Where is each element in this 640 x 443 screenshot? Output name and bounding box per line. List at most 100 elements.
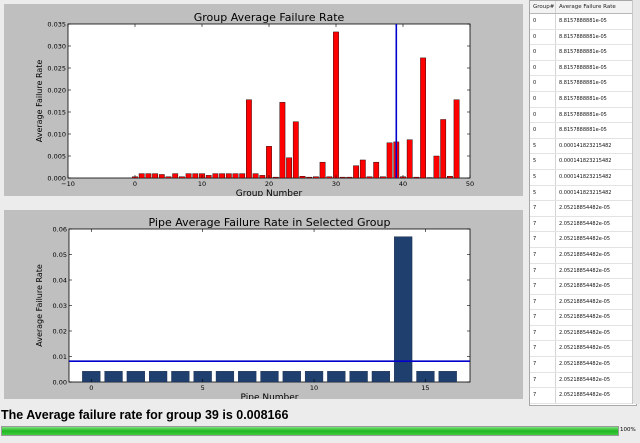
table-row[interactable]: 5 0.000141823215482 [530,154,636,170]
table-row[interactable]: 7 2.05218854482e-05 [530,294,636,311]
cell-group: 0 [530,91,556,107]
y-tick-label: 0.01 [53,353,67,361]
x-tick-label: 40 [399,180,407,188]
table-row[interactable]: 5 0.000141823215482 [530,138,636,155]
bar [171,371,190,383]
y-tick-label: 0.010 [47,130,66,138]
bar [145,173,152,179]
bar [319,161,326,179]
table-row[interactable]: 7 2.05218854482e-05 [530,325,636,342]
bar [433,155,440,179]
table-row[interactable]: 0 8.8157888881e-05 [530,76,636,92]
cell-group: 0 [530,29,556,45]
y-tick-label: 0.000 [47,174,66,182]
bar [232,173,239,179]
selected-group-status: The Average failure rate for group 39 is… [1,408,289,422]
x-axis-label: Pipe Number [241,393,299,399]
y-tick-label: 0.035 [47,20,66,28]
cell-failure-rate: 8.8157888881e-05 [559,80,607,87]
table-row[interactable]: 7 2.05218854482e-05 [530,232,636,248]
bar [205,175,212,179]
bar [440,119,447,179]
bar [286,157,292,179]
bar [219,173,225,179]
y-tick-label: 0.00 [53,378,67,386]
table-row[interactable]: 5 0.000141823215482 [530,169,636,186]
cell-failure-rate: 8.8157888881e-05 [559,127,607,134]
bar [438,371,457,383]
cell-failure-rate: 2.05218854482e-05 [559,205,611,212]
y-tick-label: 0.04 [53,276,67,284]
y-tick-label: 0.030 [47,42,66,50]
bar [413,176,420,179]
bar [239,173,246,179]
table-row[interactable]: 0 8.8157888881e-05 [530,123,636,139]
table-scrollbar[interactable] [632,0,640,404]
cell-group: 7 [530,372,556,388]
table-row[interactable]: 0 8.8157888881e-05 [530,91,636,108]
cell-group: 7 [530,310,556,325]
cell-group: 0 [530,123,556,138]
table-row[interactable]: 7 2.05218854482e-05 [530,216,636,233]
bar [148,371,168,383]
bar [252,173,259,179]
cell-group: 7 [530,247,556,263]
bar [246,99,252,179]
y-axis-label: Average Failure Rate [35,60,44,143]
cell-group: 7 [530,216,556,232]
bar [299,176,306,179]
x-tick-label: 30 [332,180,340,188]
table-row[interactable]: 0 8.8157888881e-05 [530,29,636,46]
cell-failure-rate: 2.05218854482e-05 [559,345,611,352]
x-tick-label: 0 [89,384,93,392]
progress-bar-fill [2,427,618,435]
cell-failure-rate: 8.8157888881e-05 [559,111,607,118]
cell-group: 7 [530,325,556,341]
table-row[interactable]: 7 2.05218854482e-05 [530,357,636,373]
table-row[interactable]: 0 8.8157888881e-05 [530,45,636,61]
cell-group: 7 [530,341,556,357]
pipe-failure-chart-panel[interactable]: 0 5 10 15 0.00 0.01 0.02 0.03 0.04 0.05 0.06 Pipe A… [4,210,523,399]
bar [172,173,179,179]
cell-failure-rate: 8.8157888881e-05 [559,64,607,71]
y-tick-label: 0.05 [53,251,67,259]
bar [353,165,359,179]
bar [306,176,313,179]
bar [394,236,413,383]
bar [373,161,380,179]
bar [282,371,301,383]
bar [366,176,373,179]
table-row[interactable]: 7 2.05218854482e-05 [530,247,636,264]
table-row[interactable]: 0 8.8157888881e-05 [530,14,636,30]
bar [212,173,219,179]
cell-failure-rate: 0.000141823215482 [559,142,612,149]
table-row[interactable]: 7 2.05218854482e-05 [530,372,636,389]
bar [158,174,165,179]
group-failure-table[interactable]: Group# Average Failure Rate 0 8.815788888… [529,0,637,406]
bar [266,146,272,179]
bar [406,139,413,179]
table-row[interactable]: 0 8.8157888881e-05 [530,107,636,124]
column-header-group[interactable]: Group# [530,1,556,13]
bar [260,371,279,383]
table-row[interactable]: 5 0.000141823215482 [530,185,636,202]
table-row[interactable]: 7 2.05218854482e-05 [530,263,636,280]
table-row[interactable]: 7 2.05218854482e-05 [530,310,636,326]
group-failure-chart-panel[interactable]: −10 0 10 20 30 40 50 0.000 0.005 0.010 0.015 0.020 0… [4,4,523,196]
bar [215,371,235,383]
table-row[interactable]: 7 2.05218854482e-05 [530,341,636,358]
y-tick-label: 0.02 [53,327,67,335]
bar [185,173,192,179]
table-row[interactable]: 0 8.8157888881e-05 [530,60,636,77]
table-row[interactable]: 7 2.05218854482e-05 [530,388,636,404]
bar [238,371,257,383]
column-header-failure-rate[interactable]: Average Failure Rate [559,4,616,10]
bar [104,371,123,383]
x-tick-label: 10 [198,180,206,188]
table-header: Group# Average Failure Rate [530,1,636,14]
bar [313,176,319,179]
cell-failure-rate: 2.05218854482e-05 [559,361,611,368]
table-row[interactable]: 7 2.05218854482e-05 [530,279,636,295]
table-row[interactable]: 7 2.05218854482e-05 [530,201,636,217]
cell-failure-rate: 8.8157888881e-05 [559,18,607,24]
